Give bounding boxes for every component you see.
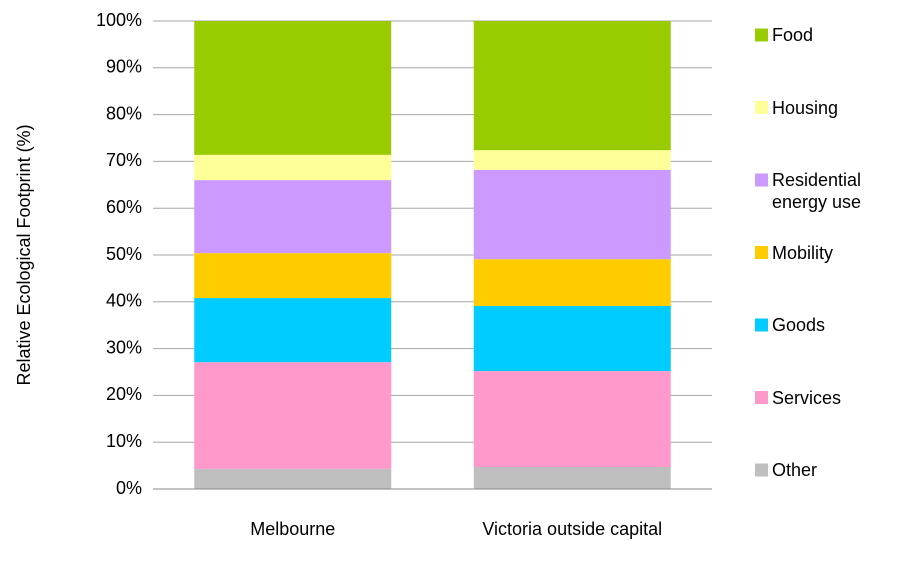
bar-segment (473, 371, 671, 468)
bar-segment (473, 259, 671, 307)
bar-segment (194, 180, 392, 254)
legend-swatch (755, 246, 768, 259)
bar-segment (194, 468, 392, 489)
y-tick-label: 0% (116, 478, 142, 498)
x-tick-label: Victoria outside capital (482, 519, 663, 539)
y-tick-label: 50% (106, 244, 142, 264)
bar-segment (194, 362, 392, 469)
y-tick-label: 10% (106, 431, 142, 451)
legend-label: Services (772, 387, 842, 408)
y-tick-label: 90% (106, 57, 142, 77)
legend-swatch (755, 173, 768, 187)
y-tick-label: 80% (106, 103, 142, 123)
y-axis-label: Relative Ecological Footprint (%) (14, 124, 34, 385)
y-tick-label: 40% (106, 291, 142, 311)
legend-swatch (755, 318, 768, 332)
legend-swatch (755, 101, 768, 114)
bar-segment (473, 169, 671, 260)
y-tick-label: 20% (106, 384, 142, 404)
y-tick-label: 70% (106, 150, 142, 170)
legend-label: Mobility (772, 242, 834, 263)
legend-swatch (755, 463, 768, 477)
legend-label: Other (772, 460, 818, 480)
bar-segment (194, 298, 392, 363)
bar-segment (473, 150, 671, 170)
y-tick-label: 60% (106, 197, 142, 217)
x-tick-label: Melbourne (250, 519, 336, 539)
legend-label: Residential energy use (772, 170, 862, 212)
legend-swatch (755, 28, 768, 42)
bar-segment (473, 306, 671, 372)
legend-label: Goods (772, 315, 826, 335)
bar-segment (194, 154, 392, 181)
bar-segment (194, 253, 392, 299)
y-tick-label: 100% (96, 10, 142, 30)
y-tick-label: 30% (106, 337, 142, 357)
bar-segment (194, 21, 392, 155)
bar-segment (473, 21, 671, 151)
legend-label: Food (772, 25, 814, 45)
legend-swatch (755, 391, 768, 404)
bar-segment (473, 467, 671, 489)
legend-label: Housing (772, 97, 839, 118)
